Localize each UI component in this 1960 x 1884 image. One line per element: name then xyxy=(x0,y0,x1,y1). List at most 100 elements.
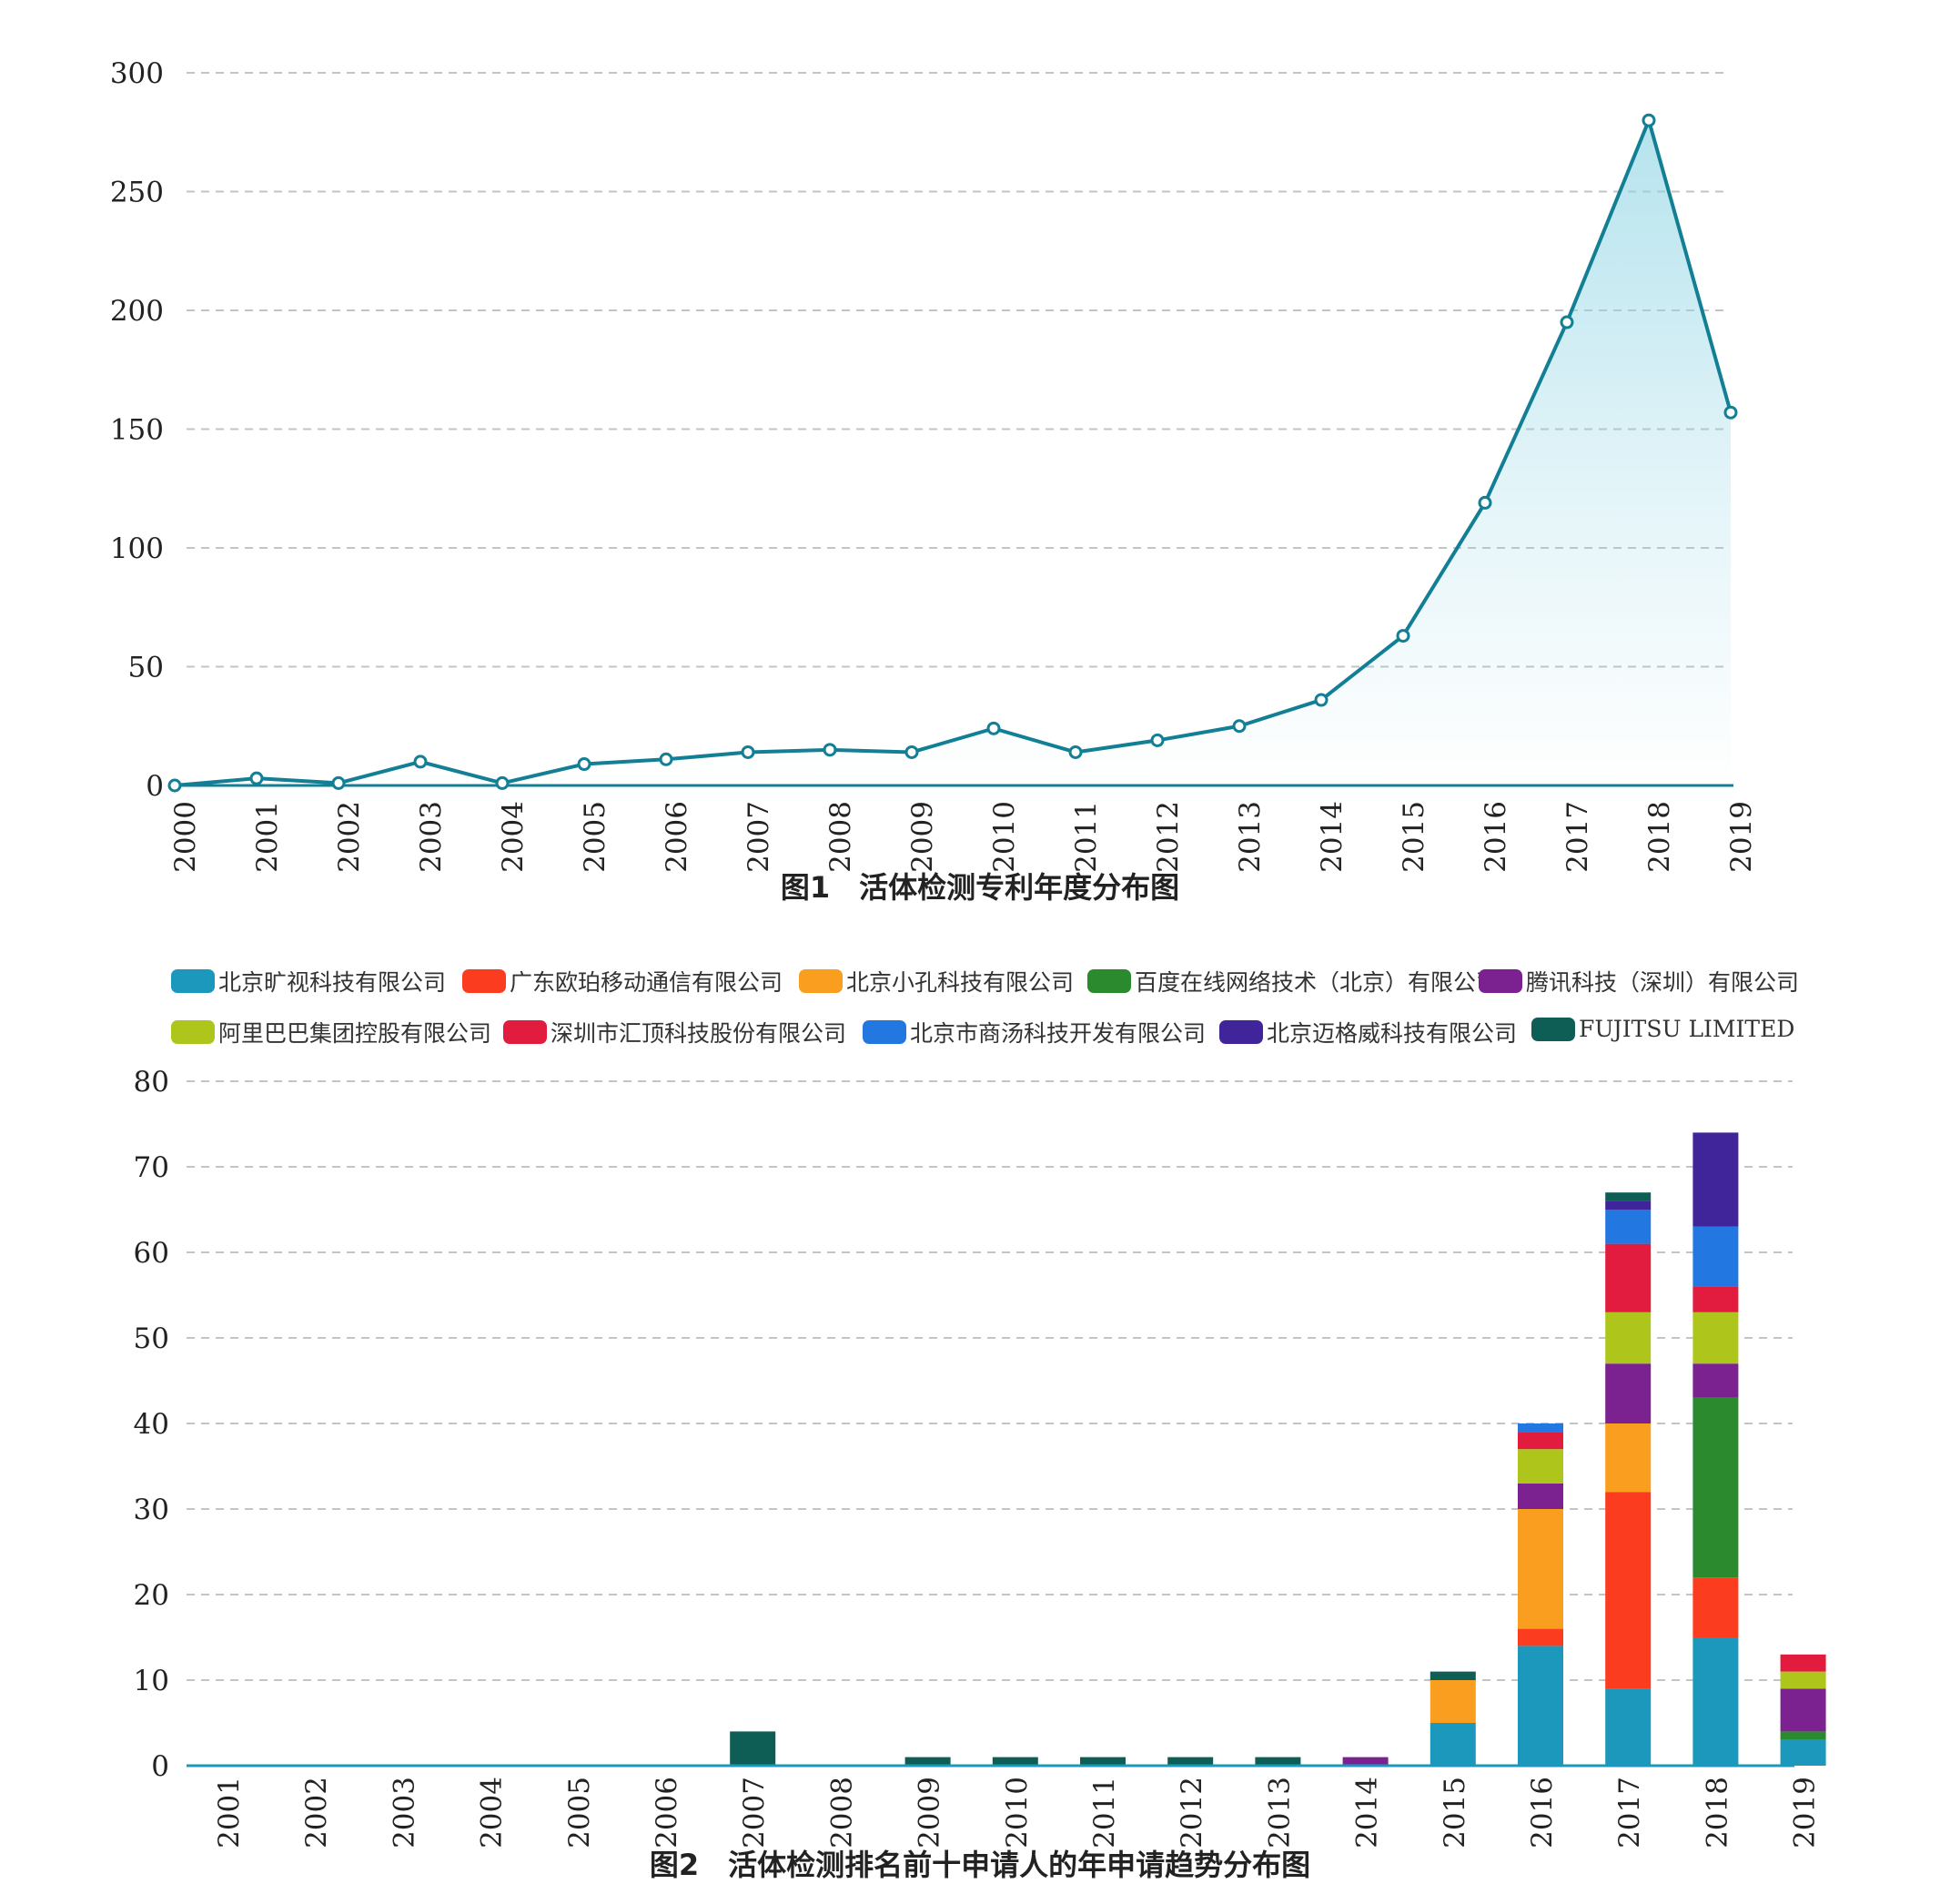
legend-swatch xyxy=(1531,1017,1575,1041)
chart2-bar-segment xyxy=(1518,1646,1563,1766)
chart1-data-point xyxy=(1150,733,1165,747)
legend-item[interactable]: FUJITSU LIMITED xyxy=(1531,1016,1794,1042)
chart1-data-point xyxy=(413,755,428,769)
chart2-bar-segment xyxy=(1518,1432,1563,1450)
chart2-x-tick-label: 2003 xyxy=(388,1777,420,1849)
chart2-bar-segment xyxy=(1780,1654,1826,1672)
chart1-x-tick-label: 2004 xyxy=(497,801,530,873)
chart1-y-tick-label: 200 xyxy=(110,295,164,328)
chart2-bar-segment xyxy=(1605,1423,1652,1493)
chart1-x-tick-label: 2007 xyxy=(743,801,775,873)
chart2-y-tick-label: 50 xyxy=(134,1322,169,1355)
legend-label: 阿里巴巴集团控股有限公司 xyxy=(218,1020,492,1047)
chart1-data-point xyxy=(167,778,182,793)
chart2-x-tick-label: 2002 xyxy=(300,1777,333,1849)
chart2-x-tick-label: 2006 xyxy=(651,1777,683,1849)
chart2-bar-segment xyxy=(1692,1226,1739,1287)
chart1-data-point xyxy=(1396,629,1410,643)
chart1-x-tick-label: 2006 xyxy=(661,801,693,873)
legend-item[interactable]: 北京迈格威科技有限公司 xyxy=(1219,1016,1517,1048)
chart1-data-point xyxy=(986,721,1001,735)
chart1-data-point xyxy=(659,752,673,766)
chart2-bar-segment xyxy=(1518,1483,1563,1509)
chart2-bar-segment xyxy=(1780,1671,1826,1689)
legend-item[interactable]: 百度在线网络技术（北京）有限公司 xyxy=(1087,965,1499,998)
chart1-data-point xyxy=(1478,495,1492,510)
legend-row: 阿里巴巴集团控股有限公司 深圳市汇顶科技股份有限公司 北京市商汤科技开发有限公司 北京… xyxy=(171,1016,1900,1067)
chart2-legend: 北京旷视科技有限公司 广东欧珀移动通信有限公司 北京小孔科技有限公司 百度在线网络技术… xyxy=(171,965,1900,1067)
chart1-data-point xyxy=(904,744,919,759)
chart2-bar-segment xyxy=(1518,1628,1563,1646)
chart2-bar-segment xyxy=(1080,1757,1126,1766)
legend-item[interactable]: 广东欧珀移动通信有限公司 xyxy=(462,965,783,998)
legend-label: 深圳市汇顶科技股份有限公司 xyxy=(551,1020,847,1047)
legend-item[interactable]: 深圳市汇顶科技股份有限公司 xyxy=(503,1016,846,1048)
chart1-x-tick-label: 2019 xyxy=(1725,801,1758,873)
chart2-bar-segment xyxy=(1430,1671,1476,1680)
legend-label: 百度在线网络技术（北京）有限公司 xyxy=(1135,969,1500,996)
legend-label: 北京小孔科技有限公司 xyxy=(846,969,1075,996)
chart1-y-tick-label: 150 xyxy=(110,414,164,447)
chart2-bar-segment xyxy=(1430,1723,1476,1766)
legend-swatch xyxy=(171,969,215,993)
chart2-bar-segment xyxy=(1605,1688,1652,1766)
chart2-bar-segment xyxy=(1780,1731,1826,1740)
chart1-x-tick-label: 2001 xyxy=(251,801,284,873)
legend-swatch xyxy=(171,1020,215,1044)
chart2-bar-segment xyxy=(1518,1449,1563,1484)
legend-item[interactable]: 北京市商汤科技开发有限公司 xyxy=(863,1016,1206,1048)
chart1-y-tick-label: 50 xyxy=(128,652,164,684)
chart2-bar-segment xyxy=(1692,1312,1739,1364)
chart2-x-tick-label: 2010 xyxy=(1001,1777,1034,1849)
chart2-y-tick-label: 40 xyxy=(134,1408,169,1441)
chart1-y-tick-label: 100 xyxy=(110,532,164,565)
chart2-bar-segment xyxy=(1692,1637,1739,1766)
legend-item[interactable]: 北京小孔科技有限公司 xyxy=(799,965,1074,998)
chart2-bar-segment xyxy=(1518,1509,1563,1629)
legend-item[interactable]: 腾讯科技（深圳）有限公司 xyxy=(1479,965,1799,998)
chart2-bar-segment xyxy=(1605,1492,1652,1689)
chart2-bar-segment xyxy=(1430,1680,1476,1723)
chart2-y-tick-label: 80 xyxy=(134,1066,169,1099)
legend-row: 北京旷视科技有限公司 广东欧珀移动通信有限公司 北京小孔科技有限公司 百度在线网络技术… xyxy=(171,965,1900,1016)
chart1-data-point xyxy=(1232,719,1247,734)
chart1-data-point xyxy=(1560,315,1574,329)
legend-item[interactable]: 阿里巴巴集团控股有限公司 xyxy=(171,1016,491,1048)
chart1-y-tick-label: 300 xyxy=(110,57,164,90)
chart1-x-tick-label: 2009 xyxy=(906,801,939,873)
legend-swatch xyxy=(503,1020,547,1044)
chart1-data-point xyxy=(1314,693,1329,707)
legend-swatch xyxy=(462,969,506,993)
chart1-data-point xyxy=(1642,113,1656,127)
chart2-bar-segment xyxy=(1605,1243,1652,1312)
chart1-x-tick-label: 2012 xyxy=(1152,801,1185,873)
chart1-data-point xyxy=(249,771,264,785)
chart2-bar-segment xyxy=(1167,1757,1214,1766)
chart2-bar-segment xyxy=(1605,1210,1652,1244)
chart1-x-tick-label: 2010 xyxy=(988,801,1021,873)
chart2-bar-segment xyxy=(1692,1286,1739,1312)
chart1-data-point xyxy=(1068,744,1083,759)
chart2-y-tick-label: 20 xyxy=(134,1579,169,1612)
chart2-bar-segment xyxy=(1518,1423,1563,1433)
legend-item[interactable]: 北京旷视科技有限公司 xyxy=(171,965,446,998)
chart2-bar-segment xyxy=(1255,1757,1301,1766)
chart2-x-tick-label: 2014 xyxy=(1351,1777,1384,1849)
chart2-bar-segment xyxy=(1692,1397,1739,1578)
chart1-x-tick-label: 2016 xyxy=(1480,801,1512,873)
chart2-bar-segment xyxy=(1692,1577,1739,1637)
chart2-x-tick-label: 2009 xyxy=(914,1777,946,1849)
chart1-x-tick-label: 2003 xyxy=(415,801,448,873)
chart2-bar-segment xyxy=(1605,1192,1652,1201)
chart2-y-tick-label: 60 xyxy=(134,1237,169,1270)
chart2-x-tick-label: 2004 xyxy=(476,1777,509,1849)
chart1-y-tick-label: 250 xyxy=(110,177,164,209)
legend-swatch xyxy=(799,969,843,993)
chart1-caption: 图1 活体检测专利年度分布图 xyxy=(780,870,1180,905)
chart1-data-point xyxy=(577,757,591,772)
chart1-x-tick-label: 2005 xyxy=(579,801,611,873)
chart2-x-tick-label: 2018 xyxy=(1701,1777,1733,1849)
legend-swatch xyxy=(1479,969,1522,993)
chart2-x-tick-label: 2008 xyxy=(825,1777,858,1849)
legend-label: 北京市商汤科技开发有限公司 xyxy=(910,1020,1207,1047)
